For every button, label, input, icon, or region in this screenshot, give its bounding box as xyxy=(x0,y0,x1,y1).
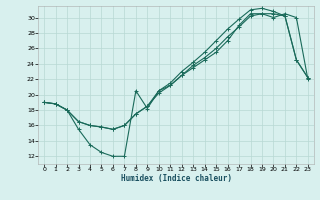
X-axis label: Humidex (Indice chaleur): Humidex (Indice chaleur) xyxy=(121,174,231,183)
